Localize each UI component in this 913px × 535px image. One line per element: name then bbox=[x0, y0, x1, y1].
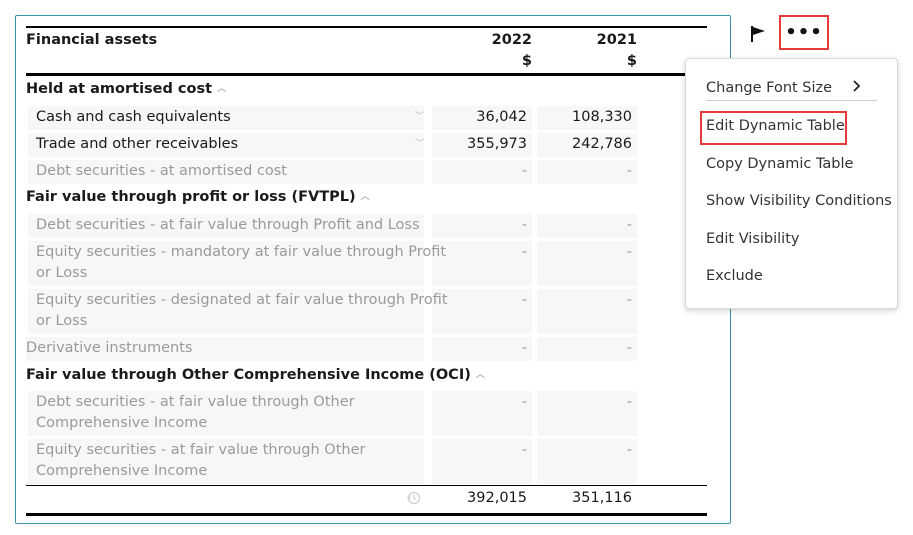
cell-equity-oci-2021: - bbox=[626, 442, 632, 458]
cell-trade-2022: 355,973 bbox=[467, 136, 527, 152]
row-label-cash: Cash and cash equivalents bbox=[36, 109, 231, 125]
history-icon[interactable] bbox=[406, 490, 422, 506]
cell-equity-designated-2022: - bbox=[521, 292, 527, 308]
row-label-equity-designated-line2: or Loss bbox=[36, 313, 88, 329]
cell-derivative-2022: - bbox=[521, 340, 527, 356]
menu-item-show-visibility-conditions[interactable]: Show Visibility Conditions bbox=[706, 193, 892, 209]
cell-debt-fvtpl-2021: - bbox=[626, 217, 632, 233]
cell-cash-2022: 36,042 bbox=[476, 109, 527, 125]
cell-derivative-2021: - bbox=[626, 340, 632, 356]
chevron-up-icon[interactable]: ︿ bbox=[475, 370, 485, 380]
cell-equity-designated-2021: - bbox=[626, 292, 632, 308]
row-label-equity-oci-line2: Comprehensive Income bbox=[36, 463, 208, 479]
row-label-debt-fvtpl: Debt securities - at fair value through … bbox=[36, 217, 420, 233]
cell-debt-oci-2022: - bbox=[521, 394, 527, 410]
section-heading-fvtpl[interactable]: Fair value through profit or loss (FVTPL… bbox=[26, 189, 370, 205]
table-header-label: Financial assets bbox=[26, 32, 158, 48]
more-options-button[interactable]: ••• bbox=[779, 15, 829, 50]
column-header-2021: 2021 bbox=[596, 32, 637, 48]
section-heading-oci[interactable]: Fair value through Other Comprehensive I… bbox=[26, 367, 485, 383]
chevron-right-icon[interactable] bbox=[852, 79, 862, 97]
financial-assets-table-panel: Financial assets 2022 $ 2021 $ Held at a… bbox=[15, 15, 731, 524]
cell-debt-fvtpl-2022: - bbox=[521, 217, 527, 233]
row-label-equity-mandatory: Equity securities - mandatory at fair va… bbox=[36, 244, 447, 260]
row-label-derivative: Derivative instruments bbox=[26, 340, 193, 356]
chevron-up-icon[interactable]: ︿ bbox=[360, 192, 370, 202]
row-label-debt-oci-line2: Comprehensive Income bbox=[36, 415, 208, 431]
menu-item-change-font-size[interactable]: Change Font Size bbox=[706, 80, 833, 96]
menu-divider bbox=[706, 100, 877, 101]
flag-icon[interactable] bbox=[748, 24, 768, 44]
section-heading-amortised-cost[interactable]: Held at amortised cost ︿ bbox=[26, 81, 227, 97]
row-label-equity-mandatory-line2: or Loss bbox=[36, 265, 88, 281]
cell-equity-oci-2022: - bbox=[521, 442, 527, 458]
cell-debt-oci-2021: - bbox=[626, 394, 632, 410]
header-bottom-rule bbox=[26, 73, 707, 76]
cell-equity-mandatory-2022: - bbox=[521, 244, 527, 260]
row-label-debt-oci: Debt securities - at fair value through … bbox=[36, 394, 355, 410]
total-2021: 351,116 bbox=[572, 490, 632, 506]
menu-item-edit-dynamic-table[interactable]: Edit Dynamic Table bbox=[706, 118, 845, 134]
context-menu: Change Font Size Edit Dynamic Table Copy… bbox=[685, 58, 898, 309]
column-unit-2022: $ bbox=[521, 53, 532, 69]
row-label-equity-designated: Equity securities - designated at fair v… bbox=[36, 292, 448, 308]
table-bottom-rule bbox=[26, 513, 707, 516]
table-top-rule bbox=[26, 26, 707, 28]
row-label-debt-amortised: Debt securities - at amortised cost bbox=[36, 163, 287, 179]
menu-item-copy-dynamic-table[interactable]: Copy Dynamic Table bbox=[706, 156, 854, 172]
cell-debt-amortised-2021: - bbox=[626, 163, 632, 179]
chevron-down-icon[interactable]: ﹀ bbox=[415, 112, 425, 122]
column-unit-2021: $ bbox=[626, 53, 637, 69]
row-label-equity-oci: Equity securities - at fair value throug… bbox=[36, 442, 366, 458]
cell-debt-amortised-2022: - bbox=[521, 163, 527, 179]
highlight-box bbox=[700, 111, 847, 145]
more-icon: ••• bbox=[785, 22, 823, 43]
cell-trade-2021: 242,786 bbox=[572, 136, 632, 152]
cell-cash-2021: 108,330 bbox=[572, 109, 632, 125]
total-top-rule bbox=[26, 485, 707, 486]
chevron-down-icon[interactable]: ﹀ bbox=[415, 139, 425, 149]
chevron-up-icon[interactable]: ︿ bbox=[217, 84, 227, 94]
row-label-trade: Trade and other receivables bbox=[36, 136, 239, 152]
column-header-2022: 2022 bbox=[491, 32, 532, 48]
total-2022: 392,015 bbox=[467, 490, 527, 506]
menu-item-edit-visibility[interactable]: Edit Visibility bbox=[706, 231, 800, 247]
menu-item-exclude[interactable]: Exclude bbox=[706, 268, 763, 284]
cell-equity-mandatory-2021: - bbox=[626, 244, 632, 260]
